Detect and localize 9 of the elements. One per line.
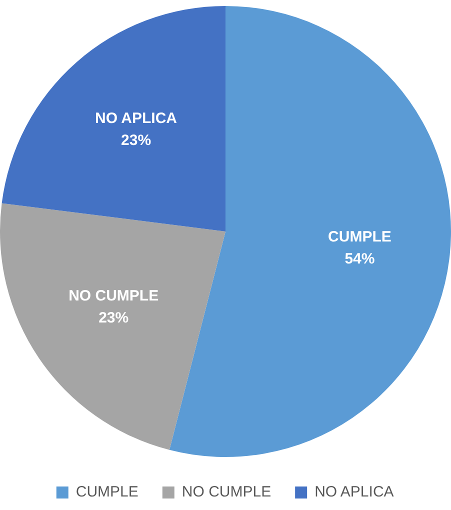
legend-label: NO CUMPLE: [182, 484, 272, 501]
legend-label: CUMPLE: [76, 484, 138, 501]
slice-label: NO APLICA: [95, 110, 178, 128]
data-label: 54%: [344, 250, 375, 268]
slice-label: CUMPLE: [328, 228, 392, 246]
data-label: 23%: [98, 310, 129, 327]
legend-label: NO APLICA: [314, 484, 394, 501]
data-label: 23%: [121, 132, 152, 150]
slice-label: NO CUMPLE: [68, 288, 159, 305]
